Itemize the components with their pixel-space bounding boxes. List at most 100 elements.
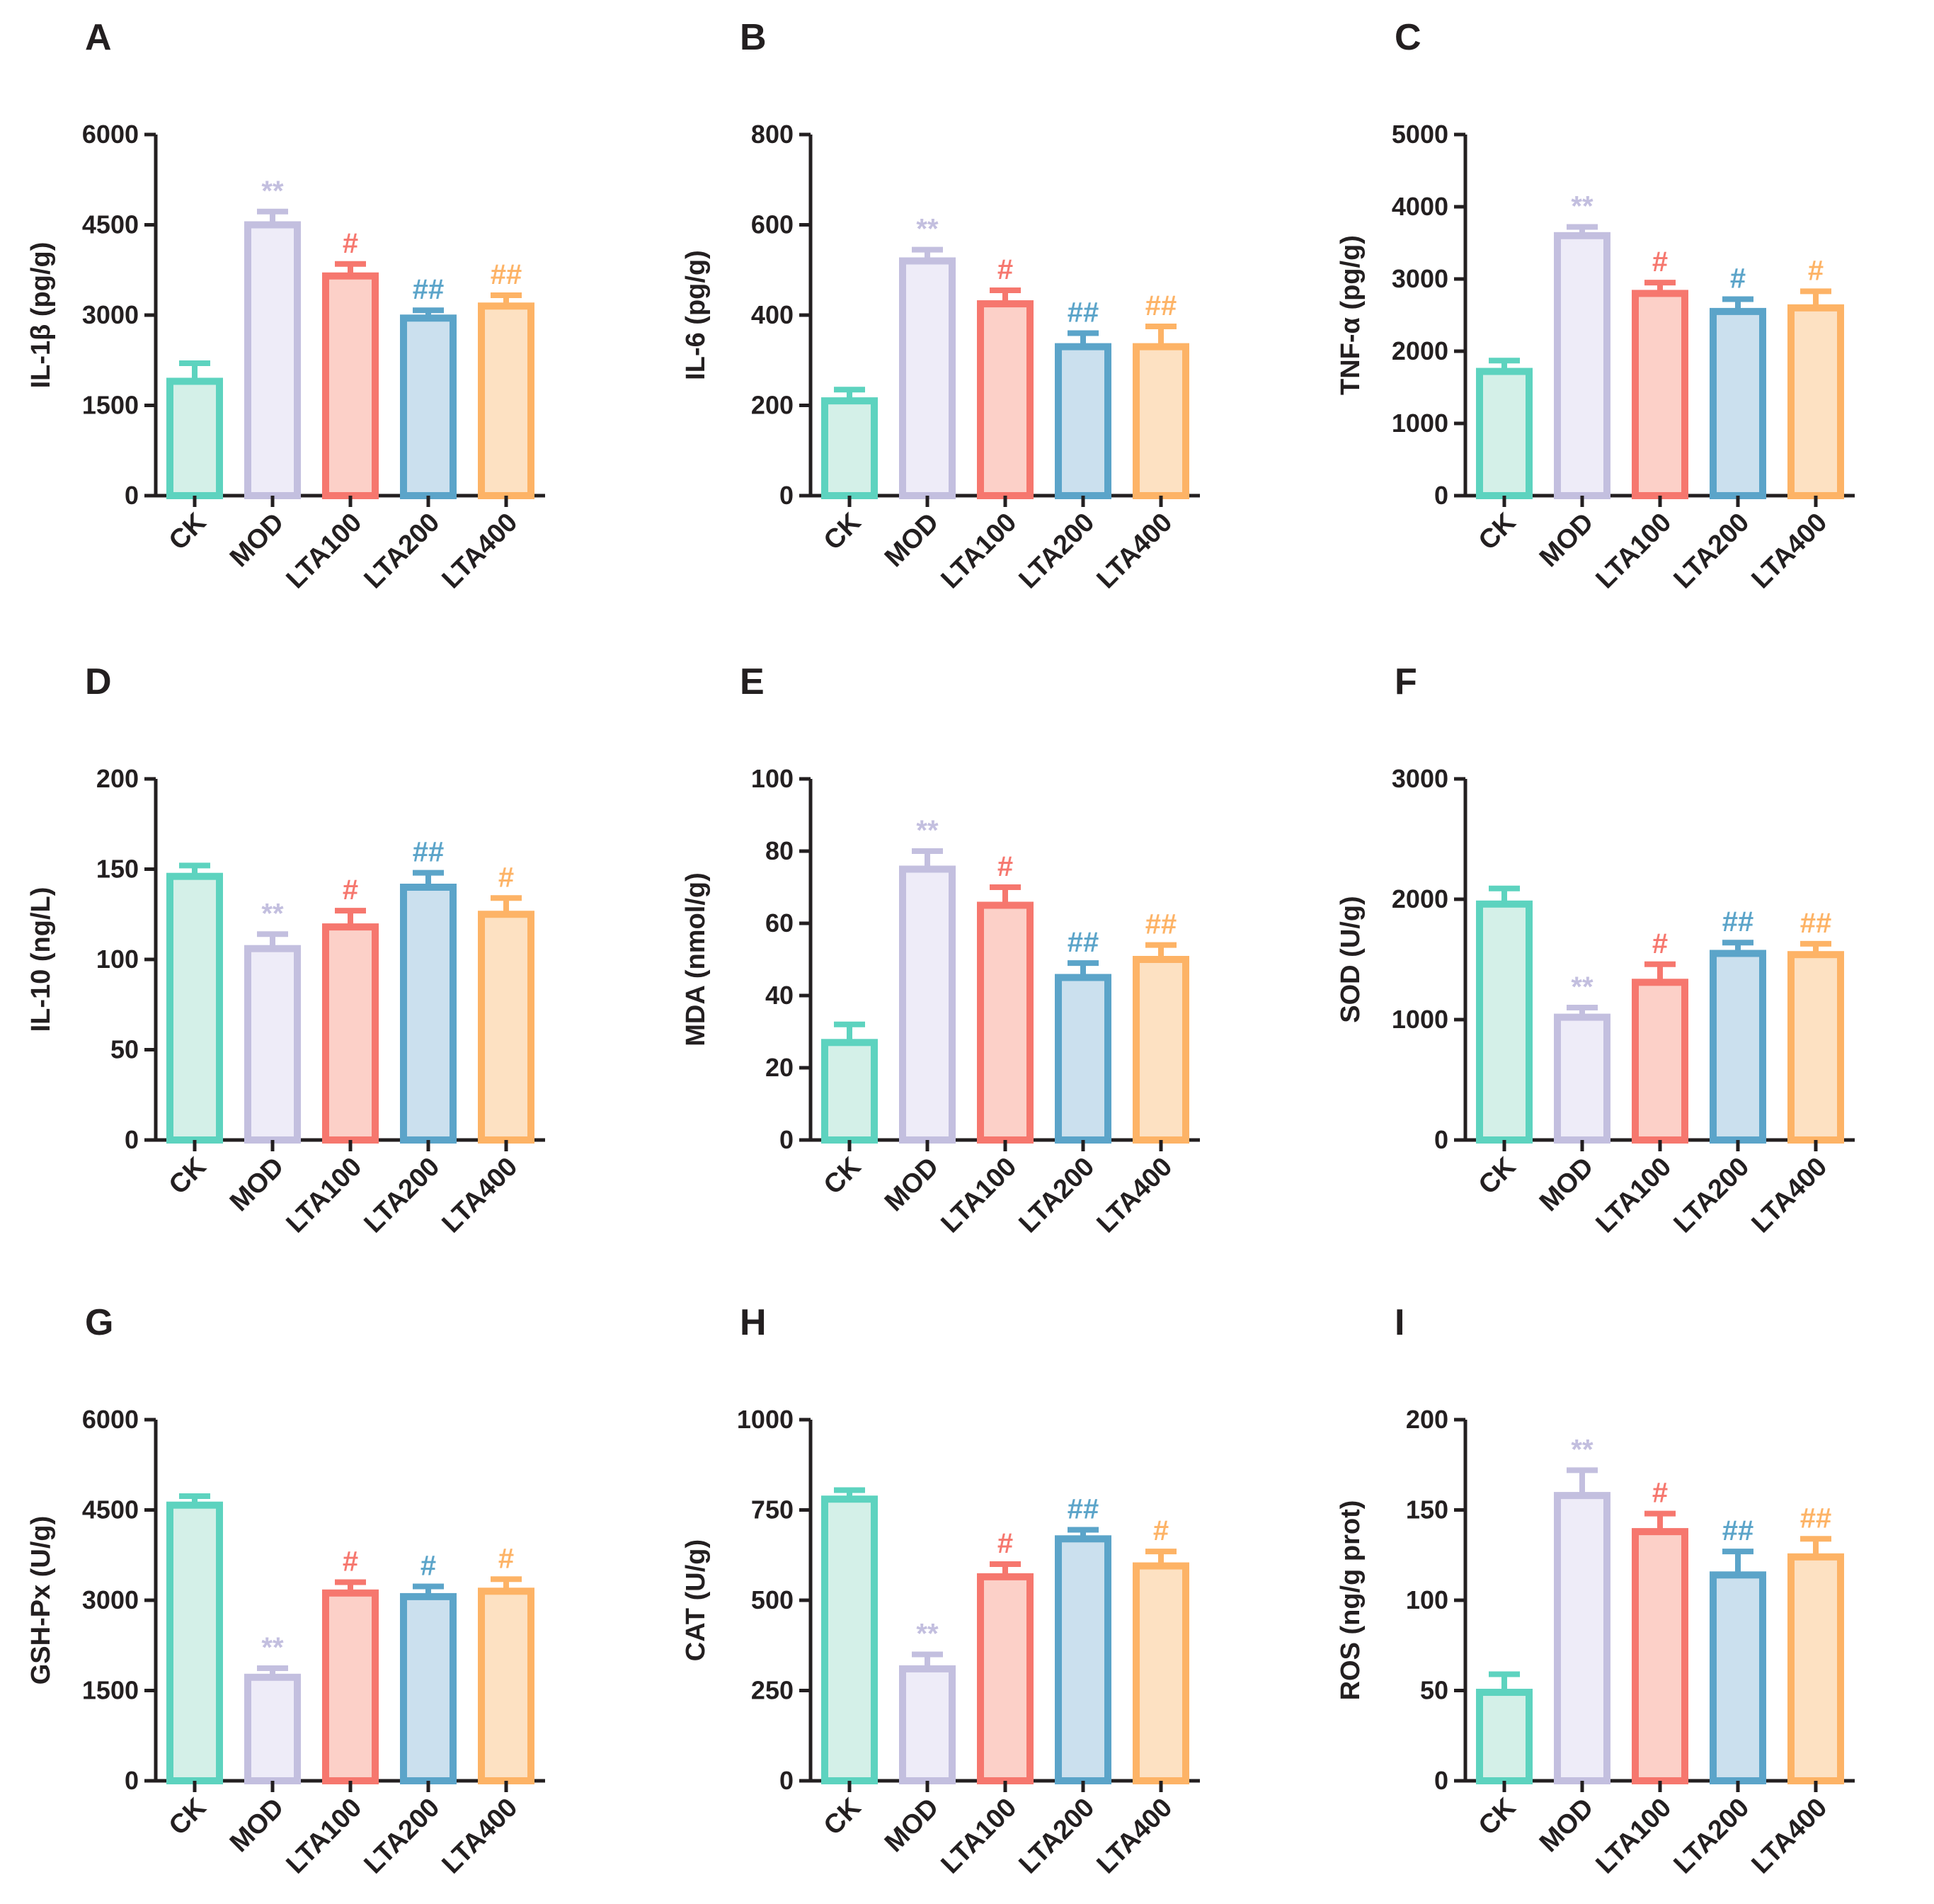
panel-c-ytick-label: 4000 (1392, 192, 1448, 221)
panel-g-xtick-label: LTA400 (437, 1793, 524, 1880)
panel-e-bar-lta200 (1055, 974, 1111, 1144)
panel-b-xtick-label: LTA400 (1092, 508, 1179, 595)
panel-b-xtick-label: LTA100 (936, 508, 1023, 595)
panel-e-significance: ## (1145, 909, 1177, 940)
panel-g-xtick-label: LTA100 (281, 1793, 368, 1880)
panel-i-ytick-label: 100 (1406, 1585, 1448, 1614)
panel-f-letter: F (1395, 661, 1417, 702)
panel-f-bar-lta200 (1710, 950, 1766, 1144)
panel-i-significance: # (1652, 1478, 1668, 1509)
panel-i-bar-lta400 (1787, 1553, 1844, 1785)
panel-h-letter: H (740, 1302, 767, 1343)
panel-d-xtick-label: MOD (224, 1152, 290, 1217)
panel-c-ytick-label: 5000 (1392, 120, 1448, 149)
panel-h-significance: ## (1068, 1494, 1099, 1525)
panel-d-bar-mod (244, 945, 301, 1144)
panel-d-ytick-label: 100 (96, 945, 139, 974)
panel-h-xtick-label: LTA200 (1014, 1793, 1101, 1880)
panel-g-significance: # (343, 1546, 358, 1578)
panel-c-xtick-label: LTA400 (1746, 508, 1833, 595)
panel-e-xtick-label: LTA400 (1092, 1152, 1179, 1239)
panel-f-bar-lta100 (1632, 979, 1688, 1144)
panel-h-ylabel: CAT (U/g) (681, 1539, 711, 1661)
panel-c-xtick-label: LTA200 (1669, 508, 1756, 595)
panel-h-xtick-label: LTA400 (1092, 1793, 1179, 1880)
panel-g-bar-ck (166, 1501, 223, 1784)
panel-g: G 0 1500 3000 4500 6000 GSH-Px (U/g) CK ** MOD # LT… (26, 1302, 545, 1879)
panel-i-bar-lta100 (1632, 1528, 1688, 1785)
panel-a-ytick-label: 4500 (82, 210, 139, 239)
panel-f-ylabel: SOD (U/g) (1336, 896, 1366, 1022)
panel-b-letter: B (740, 17, 767, 58)
panel-a-significance: # (343, 228, 358, 259)
panel-g-significance: # (420, 1550, 436, 1581)
panel-d-significance: # (343, 874, 358, 906)
panel-d-bar-lta400 (478, 911, 534, 1144)
panel-g-significance: # (498, 1543, 514, 1574)
panel-a-bar-lta200 (400, 314, 457, 499)
panel-i-ytick-label: 50 (1420, 1676, 1448, 1705)
panel-i: I 0 50 100 150 200 ROS (ng/g prot) CK ** MOD # LTA1… (1336, 1302, 1855, 1879)
panel-b-xtick-label: MOD (879, 508, 944, 573)
panel-g-bar-mod (244, 1673, 301, 1785)
panel-g-bar-lta200 (400, 1592, 457, 1784)
panel-e-ytick-label: 60 (765, 908, 794, 937)
panel-a: A 0 1500 3000 4500 6000 IL-1β (pg/g) CK ** MOD # LT… (26, 17, 545, 594)
panel-e-xtick-label: MOD (879, 1152, 944, 1217)
panel-b-bar-lta100 (977, 300, 1034, 499)
panel-g-xtick-label: MOD (224, 1793, 290, 1858)
panel-h-significance: # (1153, 1515, 1169, 1546)
panel-g-ytick-label: 0 (125, 1766, 139, 1795)
panel-d-xtick-label: CK (164, 1151, 212, 1200)
panel-d-xtick-label: LTA400 (437, 1152, 524, 1239)
panel-e-significance: ** (916, 815, 939, 846)
panel-c-ytick-label: 0 (1434, 481, 1448, 510)
panel-e-bar-ck (821, 1039, 878, 1144)
panel-f-xtick-label: LTA200 (1669, 1152, 1756, 1239)
panel-c-xtick-label: CK (1473, 507, 1522, 556)
panel-b-significance: ## (1145, 290, 1177, 321)
panel-b-ytick-label: 200 (751, 391, 794, 420)
panel-f-xtick-label: LTA100 (1591, 1152, 1678, 1239)
panel-a-ytick-label: 0 (125, 481, 139, 510)
panel-b-significance: ## (1068, 297, 1099, 329)
panel-i-ylabel: ROS (ng/g prot) (1336, 1500, 1366, 1701)
panel-e-xtick-label: LTA200 (1014, 1152, 1101, 1239)
panel-g-xtick-label: CK (164, 1792, 212, 1841)
panel-e-letter: E (740, 661, 765, 702)
panel-f-bar-mod (1554, 1013, 1610, 1144)
panel-d-bar-lta200 (400, 884, 457, 1144)
panel-d-ytick-label: 150 (96, 855, 139, 884)
panel-f-xtick-label: MOD (1534, 1152, 1599, 1217)
panel-i-bar-lta200 (1710, 1571, 1766, 1785)
panel-a-significance: ## (491, 259, 522, 290)
panel-a-ytick-label: 3000 (82, 300, 139, 329)
panel-i-xtick-label: LTA400 (1746, 1793, 1833, 1880)
panel-b-bar-ck (821, 397, 878, 499)
panel-g-ytick-label: 6000 (82, 1405, 139, 1434)
panel-h-significance: ** (916, 1619, 939, 1650)
panel-e-ytick-label: 20 (765, 1053, 794, 1082)
panel-e-bar-mod (899, 865, 956, 1144)
panel-e-bar-lta400 (1133, 956, 1189, 1144)
panel-e-significance: # (997, 851, 1013, 882)
panel-i-ytick-label: 200 (1406, 1405, 1448, 1434)
panel-h-xtick-label: MOD (879, 1793, 944, 1858)
panel-e-ytick-label: 40 (765, 981, 794, 1010)
panel-a-ytick-label: 1500 (82, 391, 139, 420)
panel-d-xtick-label: LTA100 (281, 1152, 368, 1239)
panel-g-ytick-label: 3000 (82, 1585, 139, 1614)
panel-c-ylabel: TNF-α (pg/g) (1336, 235, 1366, 395)
panel-b: B 0 200 400 600 800 IL-6 (pg/g) CK ** MOD # LTA100 #… (681, 17, 1200, 594)
panel-c-letter: C (1395, 17, 1421, 58)
panel-c-xtick-label: LTA100 (1591, 508, 1678, 595)
panel-b-xtick-label: CK (818, 507, 867, 556)
panel-d-ylabel: IL-10 (ng/L) (26, 887, 56, 1032)
panel-h-ytick-label: 1000 (737, 1405, 794, 1434)
panel-d-ytick-label: 200 (96, 764, 139, 793)
panel-i-xtick-label: CK (1473, 1792, 1522, 1841)
panel-h-bar-lta200 (1055, 1535, 1111, 1785)
panel-h-bar-lta400 (1133, 1562, 1189, 1785)
panel-h-bar-ck (821, 1495, 878, 1784)
